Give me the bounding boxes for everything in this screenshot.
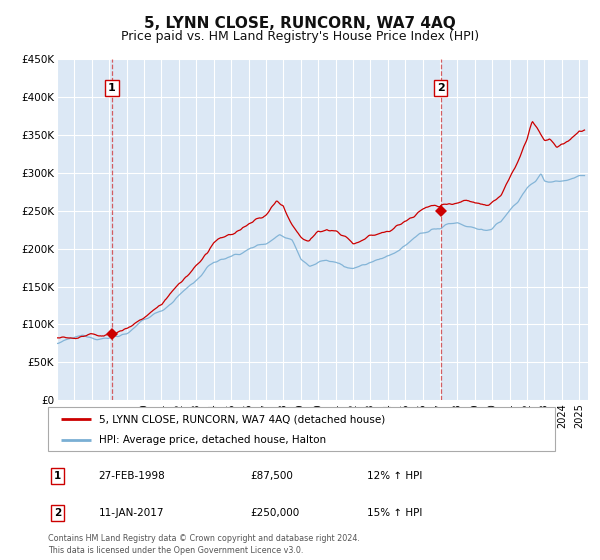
Text: HPI: Average price, detached house, Halton: HPI: Average price, detached house, Halt… [98, 435, 326, 445]
Text: 27-FEB-1998: 27-FEB-1998 [98, 470, 166, 480]
Text: 15% ↑ HPI: 15% ↑ HPI [367, 508, 423, 519]
Text: 1: 1 [108, 83, 116, 93]
Text: 2: 2 [54, 508, 61, 519]
Text: 1: 1 [54, 470, 61, 480]
Text: £250,000: £250,000 [251, 508, 300, 519]
FancyBboxPatch shape [48, 407, 555, 451]
Text: 5, LYNN CLOSE, RUNCORN, WA7 4AQ (detached house): 5, LYNN CLOSE, RUNCORN, WA7 4AQ (detache… [98, 414, 385, 424]
Text: 5, LYNN CLOSE, RUNCORN, WA7 4AQ: 5, LYNN CLOSE, RUNCORN, WA7 4AQ [144, 16, 456, 31]
Text: 2: 2 [437, 83, 445, 93]
Text: Price paid vs. HM Land Registry's House Price Index (HPI): Price paid vs. HM Land Registry's House … [121, 30, 479, 44]
Text: £87,500: £87,500 [251, 470, 293, 480]
Text: 12% ↑ HPI: 12% ↑ HPI [367, 470, 423, 480]
Text: Contains HM Land Registry data © Crown copyright and database right 2024.
This d: Contains HM Land Registry data © Crown c… [48, 534, 360, 555]
Text: 11-JAN-2017: 11-JAN-2017 [98, 508, 164, 519]
